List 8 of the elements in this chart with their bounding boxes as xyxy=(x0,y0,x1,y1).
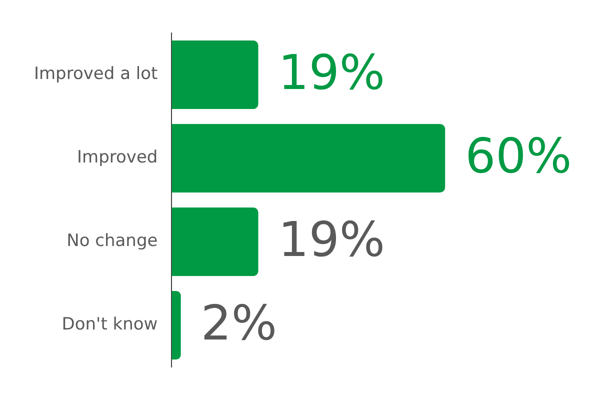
y-tick-label: Improved xyxy=(77,148,158,168)
y-tick-label: Improved a lot xyxy=(34,64,158,84)
data-label: 2% xyxy=(200,296,277,352)
y-tick-label: Don't know xyxy=(62,314,158,335)
y-tick-label: No change xyxy=(66,231,158,252)
data-label: 19% xyxy=(278,45,385,102)
data-label: 19% xyxy=(278,212,385,268)
data-label: 60% xyxy=(465,128,572,185)
